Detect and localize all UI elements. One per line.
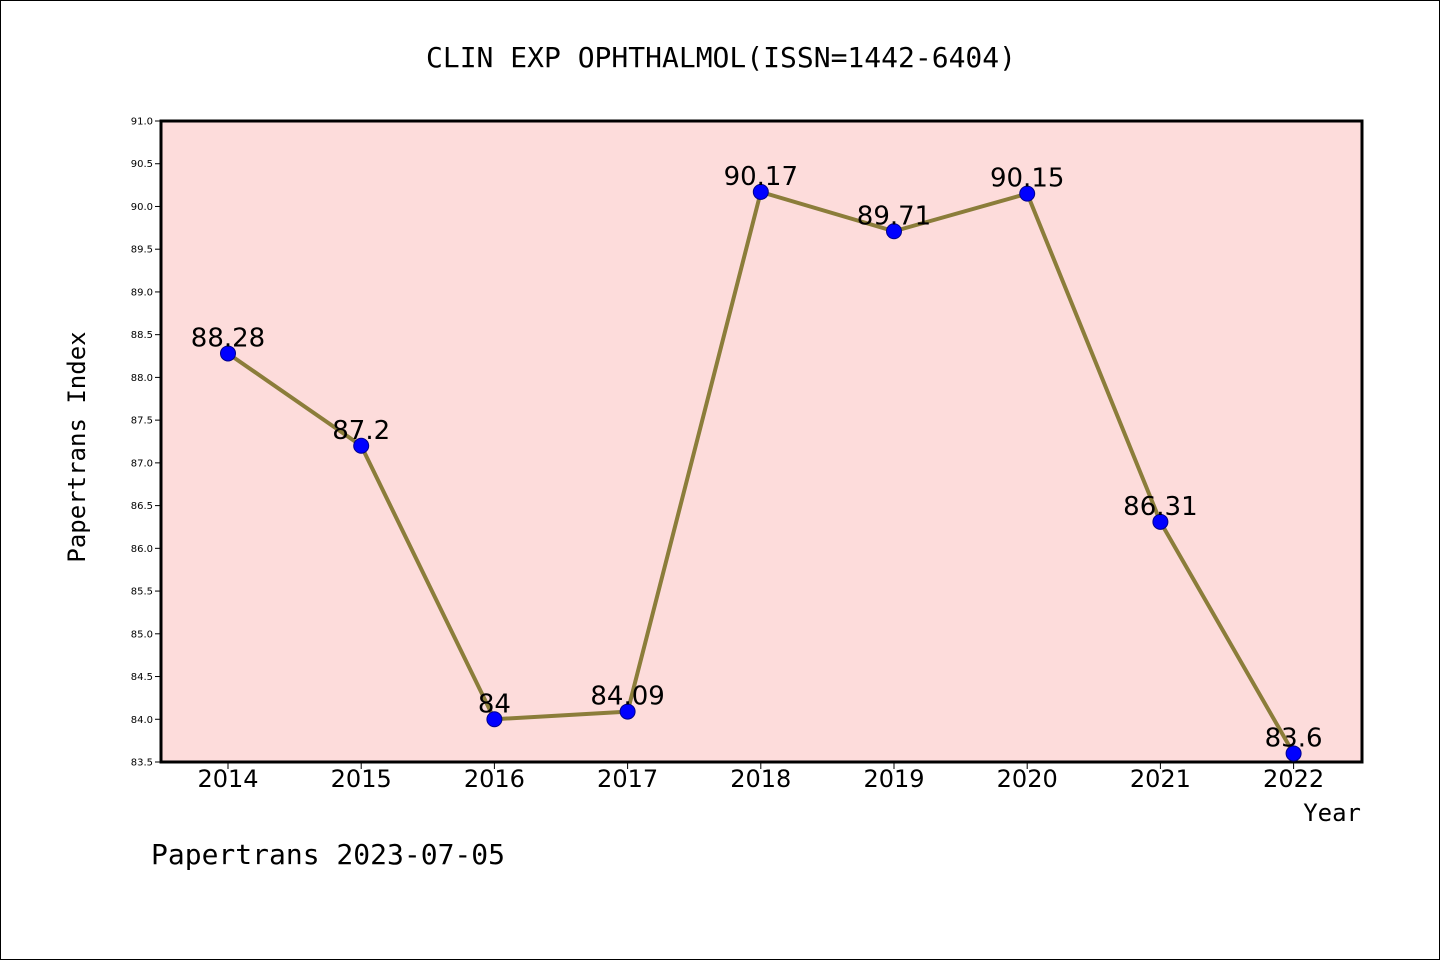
- data-point-marker: [619, 703, 636, 720]
- y-tick-label: 90.0: [131, 202, 153, 213]
- y-tick-label: 87.5: [131, 416, 153, 427]
- data-point-marker: [353, 437, 370, 454]
- y-tick-label: 90.5: [131, 159, 153, 170]
- data-point-label: 84: [478, 689, 511, 719]
- data-point-label: 88.28: [191, 323, 265, 353]
- footer-text: Papertrans 2023-07-05: [151, 838, 505, 871]
- y-tick-label: 84.0: [131, 715, 153, 726]
- y-tick-label: 88.0: [131, 373, 153, 384]
- y-tick-label: 86.0: [131, 544, 153, 555]
- data-point-label: 86.31: [1123, 492, 1197, 522]
- y-tick-label: 86.5: [131, 501, 153, 512]
- data-point-label: 89.71: [857, 201, 931, 231]
- x-axis: 2014 2015 2016 2017 2018 2019 2020 2021 2022: [197, 762, 1324, 793]
- data-point-label: 83.6: [1265, 723, 1323, 753]
- y-tick-label: 88.5: [131, 330, 153, 341]
- data-point-marker: [486, 711, 503, 728]
- data-point-marker: [1019, 185, 1036, 202]
- data-point-marker: [1152, 513, 1169, 530]
- data-point-label: 90.15: [990, 164, 1064, 194]
- chart-title: CLIN EXP OPHTHALMOL(ISSN=1442-6404): [426, 41, 1016, 74]
- x-tick-label: 2014: [197, 765, 258, 793]
- data-point-marker: [220, 345, 236, 362]
- data-point-marker: [1285, 745, 1302, 762]
- y-tick-label: 85.5: [131, 587, 153, 598]
- x-tick-label: 2016: [464, 765, 525, 793]
- x-axis-title: Year: [1303, 799, 1361, 827]
- y-tick-label: 87.0: [131, 458, 153, 469]
- data-point-label: 84.09: [590, 682, 664, 712]
- y-tick-label: 91.0: [131, 117, 153, 128]
- y-tick-label: 84.5: [131, 672, 153, 683]
- y-axis-title: Papertrans Index: [63, 331, 91, 562]
- series-line-group: 88.28 87.2 84 84.09 90.17 89.71 90.15 86.31 83.6: [191, 162, 1323, 762]
- data-point-marker: [752, 183, 769, 200]
- y-tick-label: 85.0: [131, 629, 153, 640]
- y-axis: 83.5 84.0 84.5 85.0 85.5 86.0 86.5 87.0 87.5 88.0…: [131, 117, 161, 769]
- y-tick-label: 89.0: [131, 287, 153, 298]
- x-tick-label: 2015: [331, 765, 392, 793]
- x-tick-label: 2019: [863, 765, 924, 793]
- x-tick-label: 2022: [1263, 765, 1324, 793]
- data-point-label: 87.2: [332, 416, 390, 446]
- data-point-label: 90.17: [724, 162, 798, 192]
- x-tick-label: 2021: [1130, 765, 1191, 793]
- y-tick-label: 89.5: [131, 245, 153, 256]
- x-tick-label: 2018: [730, 765, 791, 793]
- x-tick-label: 2017: [597, 765, 658, 793]
- y-tick-label: 83.5: [131, 758, 153, 769]
- data-point-marker: [886, 223, 902, 240]
- x-tick-label: 2020: [997, 765, 1058, 793]
